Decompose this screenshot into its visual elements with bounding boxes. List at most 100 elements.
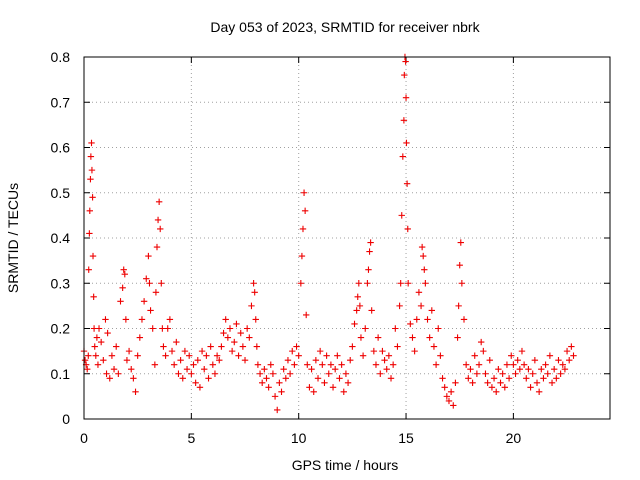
data-point — [216, 356, 223, 364]
data-point — [304, 361, 311, 368]
data-point — [157, 225, 164, 233]
data-point — [132, 388, 139, 396]
data-point — [188, 370, 195, 377]
data-point — [514, 356, 521, 364]
data-point — [162, 352, 169, 359]
data-point — [100, 356, 107, 364]
data-point — [415, 289, 423, 296]
data-point — [430, 343, 438, 350]
data-point — [241, 356, 249, 364]
data-point — [251, 289, 258, 296]
data-point — [364, 280, 371, 287]
data-point — [228, 347, 236, 355]
data-point — [566, 356, 573, 364]
data-point — [473, 370, 481, 377]
data-point — [529, 370, 536, 377]
data-point — [261, 366, 268, 373]
data-point — [140, 298, 148, 305]
data-point — [205, 375, 212, 382]
data-point — [298, 252, 306, 260]
data-point — [237, 329, 244, 337]
data-point — [209, 361, 217, 368]
data-point — [258, 379, 266, 386]
data-point — [88, 139, 95, 147]
data-point — [319, 361, 326, 368]
data-point — [250, 280, 257, 287]
data-point — [531, 356, 539, 364]
data-point — [106, 375, 113, 382]
data-point — [329, 384, 337, 391]
data-point — [159, 325, 166, 332]
data-point — [399, 153, 407, 160]
data-point — [493, 388, 500, 396]
data-point — [533, 379, 541, 386]
data-point — [557, 370, 564, 377]
data-point — [103, 370, 110, 377]
data-point — [486, 356, 493, 364]
data-point — [253, 343, 261, 350]
data-point — [467, 366, 474, 373]
data-point — [181, 347, 189, 355]
data-point — [351, 320, 358, 328]
data-point — [550, 366, 558, 373]
data-point — [306, 384, 313, 391]
data-point — [421, 266, 428, 273]
data-point — [269, 370, 277, 377]
data-point — [246, 334, 253, 341]
data-point — [293, 343, 300, 350]
chart-title: Day 053 of 2023, SRMTID for receiver nbr… — [210, 19, 480, 35]
data-point — [503, 361, 511, 368]
data-point — [291, 361, 298, 368]
data-point — [443, 393, 451, 400]
data-point — [179, 375, 186, 382]
gridlines — [84, 57, 610, 419]
data-point — [284, 356, 292, 364]
data-point — [303, 311, 310, 319]
data-point — [460, 316, 468, 323]
x-tick-label: 20 — [506, 430, 522, 446]
data-point — [396, 302, 403, 310]
data-point — [104, 329, 111, 337]
data-point — [154, 216, 162, 224]
data-point — [194, 356, 201, 364]
data-point — [338, 361, 345, 368]
data-point — [164, 325, 171, 332]
y-tick-label: 0.4 — [51, 230, 71, 246]
data-point — [367, 239, 374, 246]
data-point — [546, 352, 554, 359]
data-point — [458, 280, 466, 287]
data-point — [422, 280, 429, 287]
data-point — [166, 316, 174, 323]
data-point — [553, 375, 560, 382]
data-point — [381, 356, 388, 364]
data-point — [445, 397, 453, 405]
data-point — [120, 266, 127, 273]
y-tick-label: 0.8 — [51, 49, 71, 65]
data-point — [147, 307, 154, 314]
data-point — [286, 370, 294, 377]
data-point — [480, 347, 487, 355]
data-point — [400, 117, 408, 124]
data-point — [344, 379, 352, 386]
data-point — [347, 356, 354, 364]
data-point — [379, 347, 386, 355]
data-point — [134, 352, 141, 359]
data-point — [462, 361, 470, 368]
data-point — [88, 166, 96, 174]
data-point — [535, 388, 543, 396]
data-point — [84, 366, 91, 373]
data-point — [570, 352, 577, 359]
data-point — [90, 293, 97, 301]
data-point — [555, 356, 562, 364]
data-point — [411, 347, 418, 355]
data-point — [387, 375, 395, 382]
data-point — [254, 361, 262, 368]
y-tick-label: 0.6 — [51, 140, 71, 156]
data-point — [248, 302, 255, 310]
y-axis-title: SRMTID / TECUs — [5, 183, 21, 293]
data-point — [418, 243, 426, 251]
data-point — [168, 347, 176, 355]
data-point — [452, 379, 459, 386]
data-point — [119, 284, 126, 291]
data-point — [362, 325, 369, 332]
